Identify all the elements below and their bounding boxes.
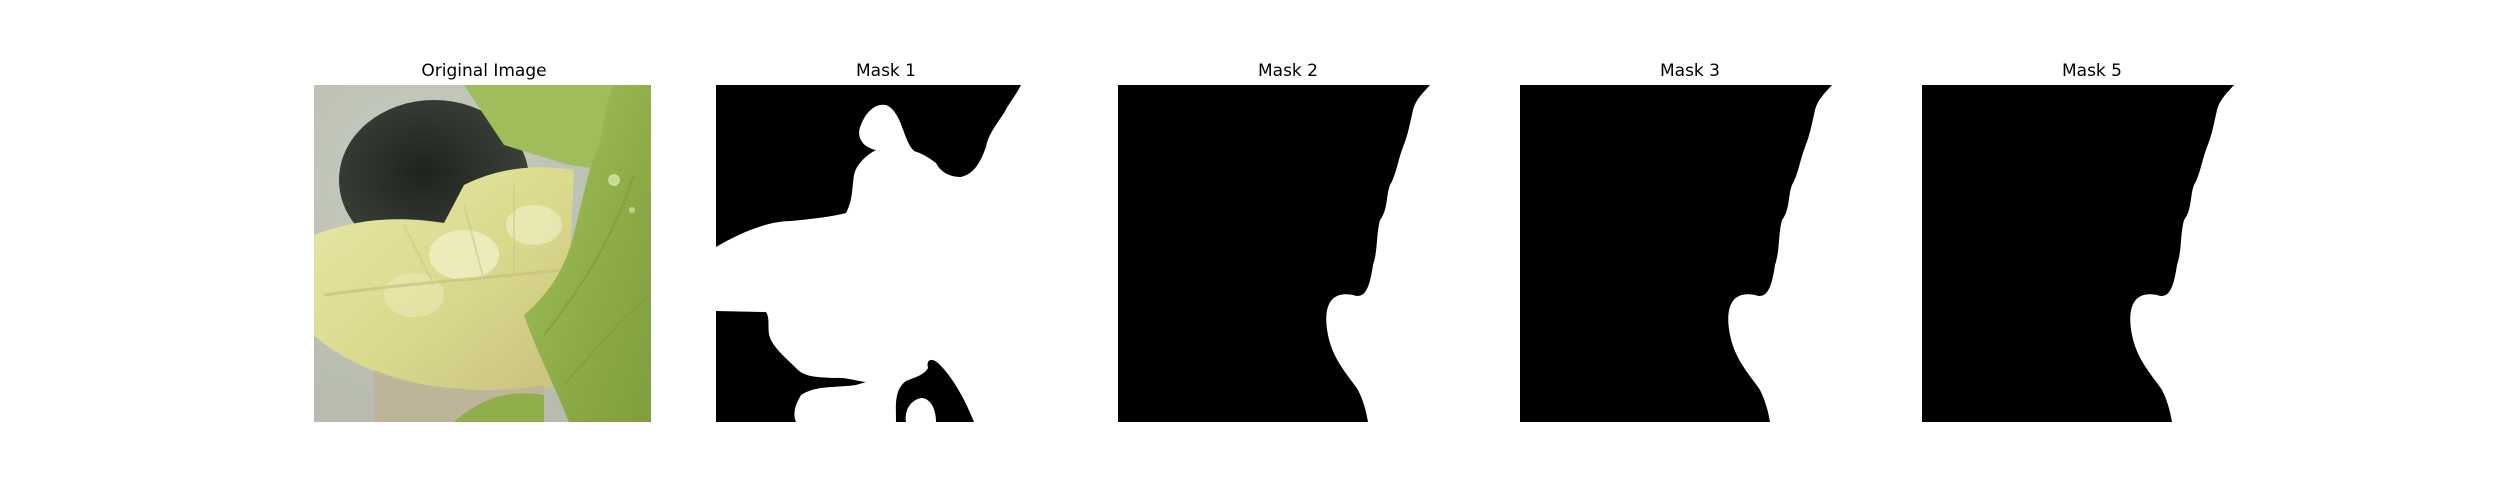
mask-5-panel: Mask 5 (1922, 58, 2262, 422)
mask-1-image (716, 85, 1053, 422)
mask-3-panel: Mask 3 (1520, 58, 1860, 422)
original-image-panel: Original Image (314, 58, 654, 422)
mask-1-panel: Mask 1 (716, 58, 1056, 422)
mask-2-panel: Mask 2 (1118, 58, 1458, 422)
mask-2-image (1118, 85, 1455, 422)
panel-title: Mask 3 (1659, 61, 1720, 81)
panel-title: Original Image (421, 61, 547, 81)
original-image (314, 85, 651, 422)
panel-title: Mask 1 (855, 61, 916, 81)
panel-title: Mask 5 (2061, 61, 2122, 81)
mask-5-image (1922, 85, 2259, 422)
panel-title: Mask 2 (1257, 61, 1318, 81)
mask-3-image (1520, 85, 1857, 422)
